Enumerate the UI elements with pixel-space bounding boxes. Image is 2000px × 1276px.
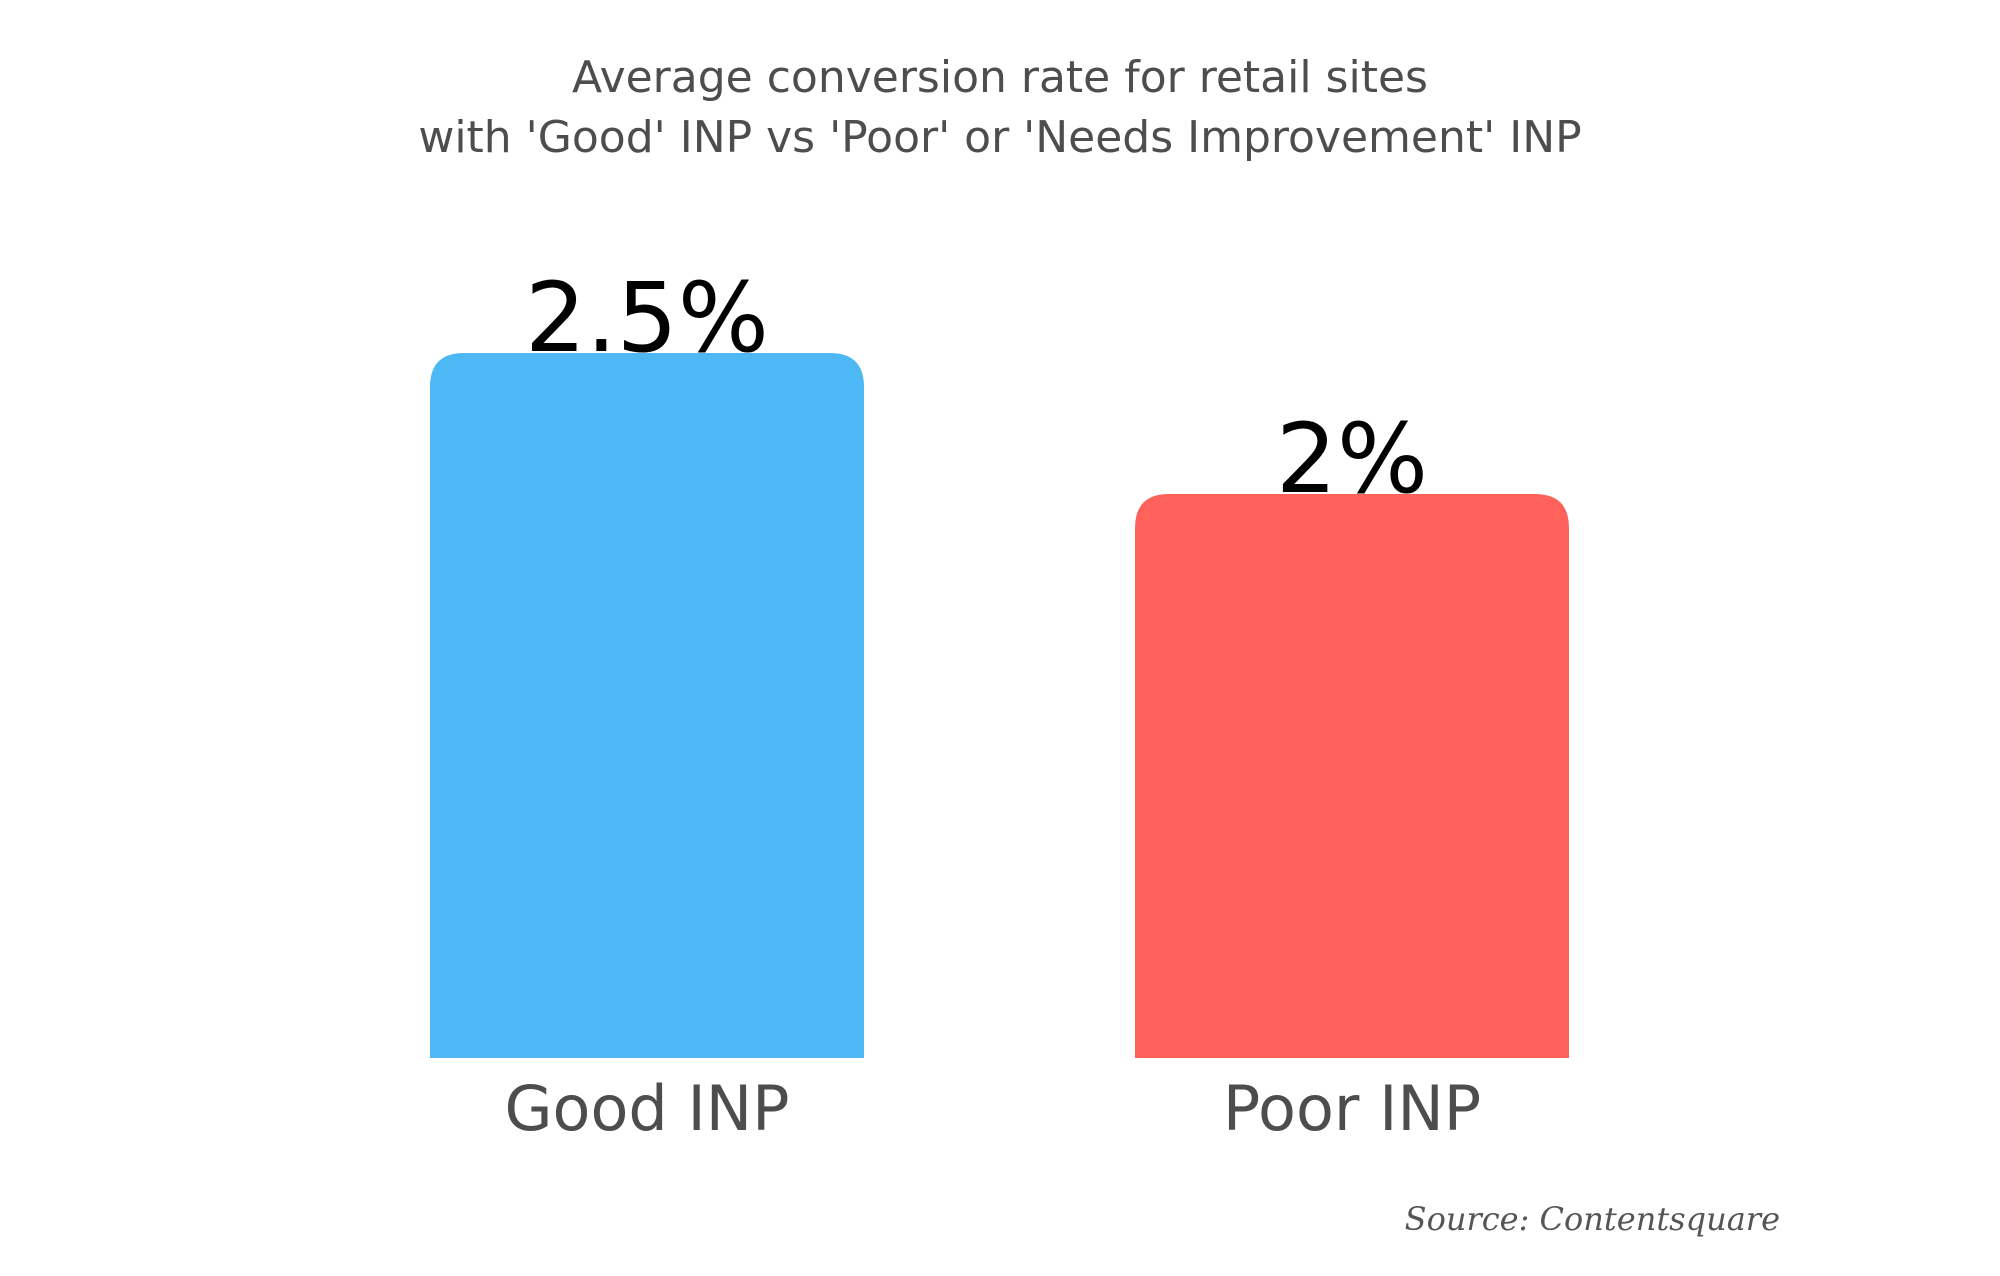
chart-title: Average conversion rate for retail sites… [0,48,2000,168]
data-label-good-inp: 2.5% [525,262,769,374]
data-label-poor-inp: 2% [1276,403,1428,515]
chart-title-line-1: Average conversion rate for retail sites [572,52,1428,103]
category-label-good-inp: Good INP [504,1072,789,1145]
category-label-poor-inp: Poor INP [1223,1072,1481,1145]
chart-title-line-2: with 'Good' INP vs 'Poor' or 'Needs Impr… [418,112,1582,163]
bar-poor-inp [1135,494,1569,1058]
bar-good-inp [430,353,864,1058]
source-note: Source: Contentsquare [1404,1200,1780,1238]
